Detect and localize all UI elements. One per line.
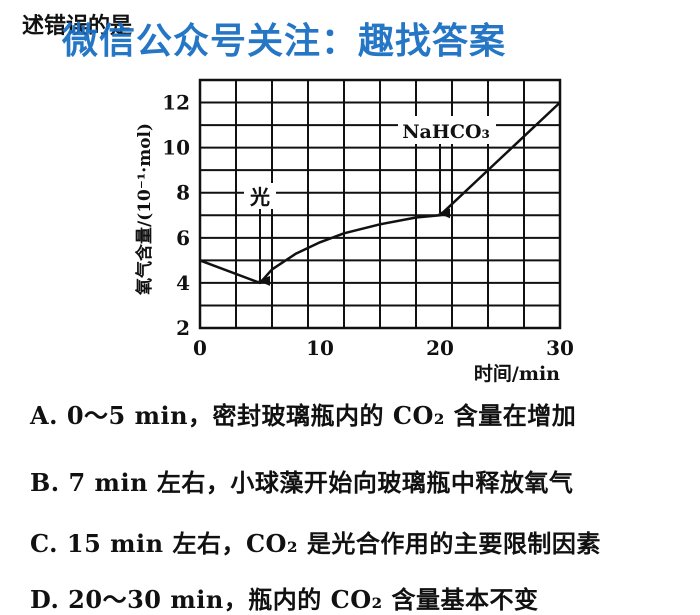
light-label: 光 bbox=[249, 185, 270, 209]
y-tick-label: 10 bbox=[162, 136, 190, 160]
oxygen-series-line bbox=[199, 101, 561, 285]
plot-frame bbox=[198, 78, 562, 330]
option-a[interactable]: A. 0～5 min，密封玻璃瓶内的 CO₂ 含量在增加 bbox=[30, 401, 577, 430]
y-axis-title: 氧气含量/(10⁻¹·mol) bbox=[134, 123, 155, 296]
y-tick-label: 2 bbox=[176, 316, 190, 340]
option-d[interactable]: D. 20～30 min，瓶内的 CO₂ 含量基本不变 bbox=[30, 585, 539, 614]
option-c[interactable]: C. 15 min 左右，CO₂ 是光合作用的主要限制因素 bbox=[30, 529, 601, 558]
y-tick-label: 6 bbox=[176, 226, 190, 250]
option-b[interactable]: B. 7 min 左右，小球藻开始向玻璃瓶中释放氧气 bbox=[30, 468, 574, 497]
nahco3-label: NaHCO₃ bbox=[402, 121, 490, 143]
y-tick-label: 4 bbox=[176, 271, 190, 295]
x-tick-label: 30 bbox=[546, 336, 574, 360]
oxygen-content-chart: 光 NaHCO₃ 0 10 20 30 2 4 6 8 10 12 时间/min 氧气含量/(10⁻¹·… bbox=[134, 78, 574, 385]
x-tick-label: 20 bbox=[426, 336, 454, 360]
x-tick-label: 10 bbox=[306, 336, 334, 360]
light-label-bg bbox=[244, 183, 276, 209]
question-stem-fragment: 述错误的是 bbox=[22, 13, 133, 39]
watermark-text: 微信公众号关注：趣找答案 bbox=[62, 21, 507, 62]
x-axis-title: 时间/min bbox=[474, 363, 560, 385]
y-tick-label: 8 bbox=[176, 181, 190, 205]
x-tick-label: 0 bbox=[193, 336, 207, 360]
nahco3-label-bg bbox=[398, 116, 496, 144]
y-tick-label: 12 bbox=[162, 91, 190, 115]
